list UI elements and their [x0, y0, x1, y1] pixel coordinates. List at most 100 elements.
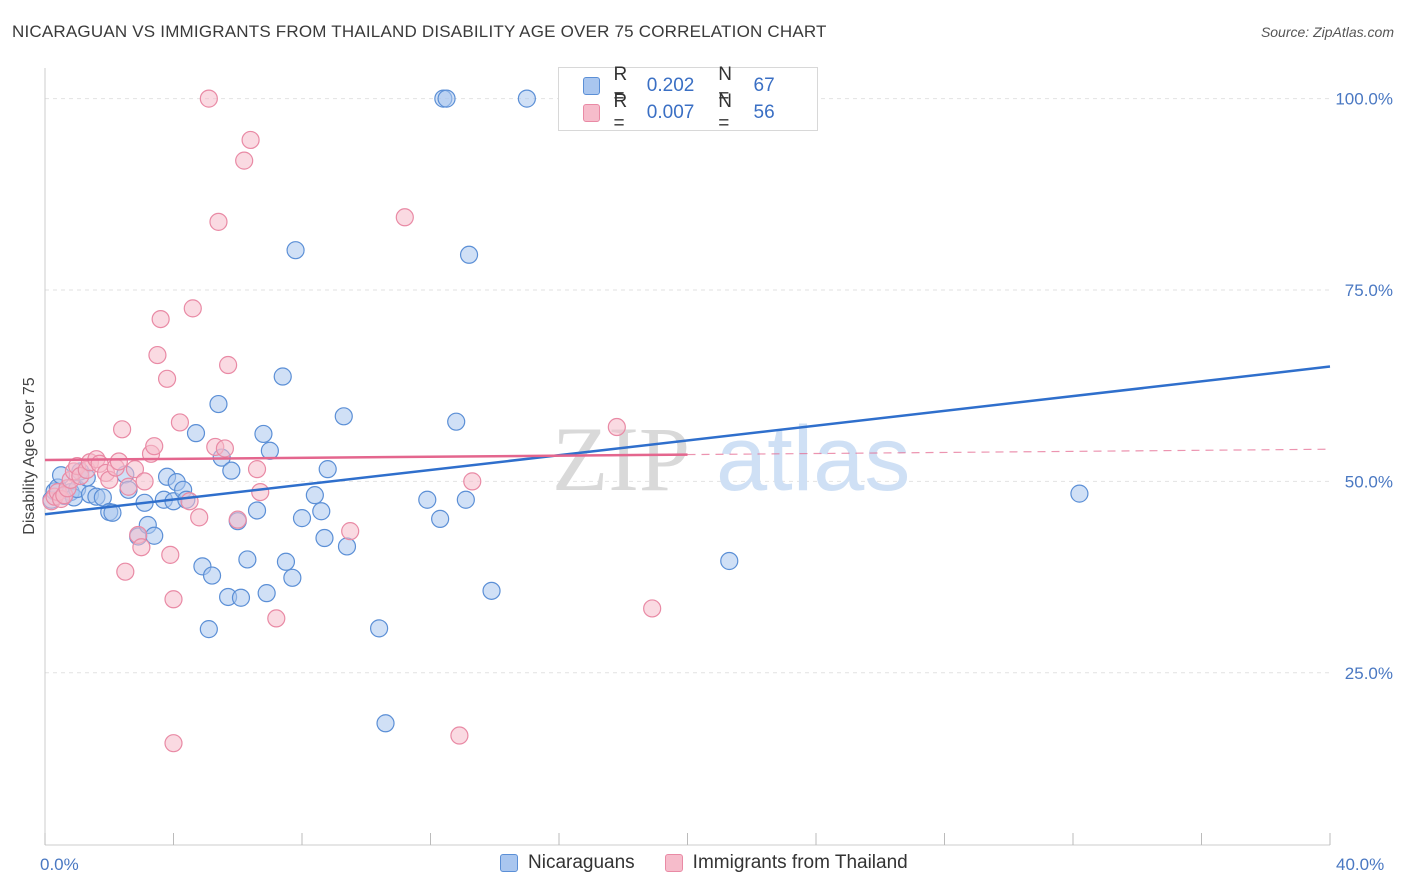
- nicaraguans-point-39: [254, 424, 273, 444]
- thailand-point-21: [125, 460, 145, 479]
- axes: [44, 68, 1331, 846]
- y-tick-label-1: 50.0%: [1345, 472, 1393, 491]
- series-label-thailand: Immigrants from Thailand: [692, 852, 908, 873]
- y-tick-label-0: 25.0%: [1345, 664, 1393, 683]
- legend-n-label: N =: [718, 64, 732, 107]
- thailand-point-45: [247, 460, 267, 479]
- thailand-point-50: [450, 726, 469, 745]
- nicaraguans-point-63: [517, 89, 536, 108]
- nicaraguans-point-41: [260, 441, 279, 460]
- thailand-point-36: [190, 508, 209, 527]
- source-label: Source: ZipAtlas.com: [1260, 24, 1394, 40]
- thailand-point-31: [164, 590, 183, 609]
- thailand-point-32: [164, 734, 183, 753]
- thailand-point-27: [148, 345, 167, 365]
- nicaraguans-point-31: [209, 394, 228, 414]
- y-tick-labels: 25.0% 50.0% 75.0% 100.0%: [1335, 90, 1393, 683]
- chart-title: NICARAGUAN VS IMMIGRANTS FROM THAILAND D…: [12, 22, 827, 41]
- nicaraguans-point-53: [370, 619, 389, 638]
- series-label-nicaraguans: Nicaraguans: [528, 852, 635, 873]
- thailand-point-41: [219, 355, 238, 375]
- legend-r-label: R =: [613, 64, 628, 107]
- x-tick-label-left: 0.0%: [40, 855, 79, 874]
- nicaraguans-point-40: [257, 584, 276, 603]
- legend-swatch-pink: [583, 104, 600, 122]
- thailand-point-39: [209, 212, 228, 231]
- nicaraguans-point-51: [334, 407, 353, 426]
- thailand-point-19: [116, 562, 135, 581]
- thailand-point-18: [112, 420, 132, 439]
- nicaraguans-point-60: [456, 490, 475, 509]
- legend-n-value: 67: [753, 75, 775, 96]
- watermark: ZIP atlas: [552, 408, 910, 510]
- thailand-point-30: [161, 545, 180, 564]
- nicaraguans-point-43: [276, 552, 296, 571]
- legend-r-label: R =: [613, 91, 628, 134]
- nicaraguans-point-14: [103, 503, 122, 522]
- series-legend-thailand: Immigrants from Thailand: [664, 852, 908, 874]
- nicaraguans-point-46: [292, 509, 312, 528]
- thailand-point-42: [228, 510, 247, 529]
- nicaraguans-point-61: [459, 245, 479, 264]
- thailand-point-35: [183, 299, 202, 318]
- nicaraguans-point-27: [186, 424, 206, 443]
- legend-r-value: 0.007: [646, 102, 695, 123]
- thailand-point-52: [607, 417, 626, 437]
- thailand-point-53: [643, 599, 662, 618]
- gridlines: [45, 98, 1330, 674]
- nicaraguans-point-64: [720, 551, 739, 571]
- thailand-point-24: [135, 472, 154, 491]
- nicaraguans-point-29: [199, 620, 218, 639]
- y-axis-label: Disability Age Over 75: [21, 377, 38, 535]
- trend-lines: [44, 365, 1331, 516]
- nicaraguans-point-42: [273, 367, 292, 386]
- series-legend-nicaraguans: Nicaraguans: [500, 852, 635, 874]
- thailand-point-47: [267, 609, 286, 628]
- nicaraguans-point-56: [431, 509, 450, 528]
- y-tick-label-2: 75.0%: [1345, 281, 1393, 300]
- watermark-atlas: atlas: [716, 408, 910, 510]
- legend-row-thailand: R = 0.007 N = 56: [583, 91, 817, 134]
- thailand-point-28: [151, 309, 170, 329]
- nicaraguans-point-59: [447, 412, 466, 431]
- thailand-point-17: [109, 452, 128, 471]
- nicaraguans-point-34: [222, 461, 241, 480]
- nicaraguans-point-45: [286, 241, 305, 260]
- y-tick-label-3: 100.0%: [1335, 90, 1393, 109]
- thailand-point-40: [215, 439, 234, 458]
- thailand-point-51: [463, 472, 482, 491]
- nicaraguans-point-44: [283, 568, 302, 587]
- thailand-point-48: [341, 522, 360, 541]
- nicaraguans-point-52: [337, 537, 357, 556]
- nicaraguans-point-47: [305, 486, 324, 505]
- legend-r-value: 0.202: [646, 75, 695, 96]
- series-swatch-blue: [500, 854, 518, 872]
- x-tick-label-right: 40.0%: [1336, 855, 1384, 874]
- nicaraguans-point-58: [437, 89, 456, 108]
- nicaraguans-point-30: [202, 566, 222, 585]
- thailand-point-20: [119, 477, 138, 496]
- thailand-point-49: [395, 208, 414, 227]
- nicaraguans-point-50: [318, 460, 337, 479]
- thailand-point-34: [180, 492, 199, 511]
- legend-swatch-blue: [583, 77, 600, 95]
- legend-n-label: N =: [718, 91, 732, 134]
- nicaraguans-point-55: [418, 490, 437, 509]
- nicaraguans-point-48: [312, 502, 331, 521]
- nicaraguans-point-37: [238, 550, 257, 569]
- thailand-point-43: [235, 151, 254, 170]
- legend-n-value: 56: [753, 102, 775, 123]
- correlation-legend: R = 0.202 N = 67 R = 0.007 N = 56: [558, 64, 818, 134]
- thailand-point-44: [241, 130, 260, 150]
- nicaraguans-point-36: [231, 588, 251, 607]
- thailand-trend-line-extension: [687, 448, 1331, 456]
- thailand-point-37: [199, 89, 218, 108]
- nicaraguans-point-38: [247, 501, 267, 520]
- series-swatch-pink: [664, 854, 683, 872]
- nicaraguans-point-49: [315, 528, 334, 548]
- thailand-trend-line: [44, 453, 688, 462]
- nicaraguans-trend-line: [44, 365, 1331, 516]
- thailand-point-26: [145, 437, 164, 456]
- thailand-point-46: [251, 482, 270, 502]
